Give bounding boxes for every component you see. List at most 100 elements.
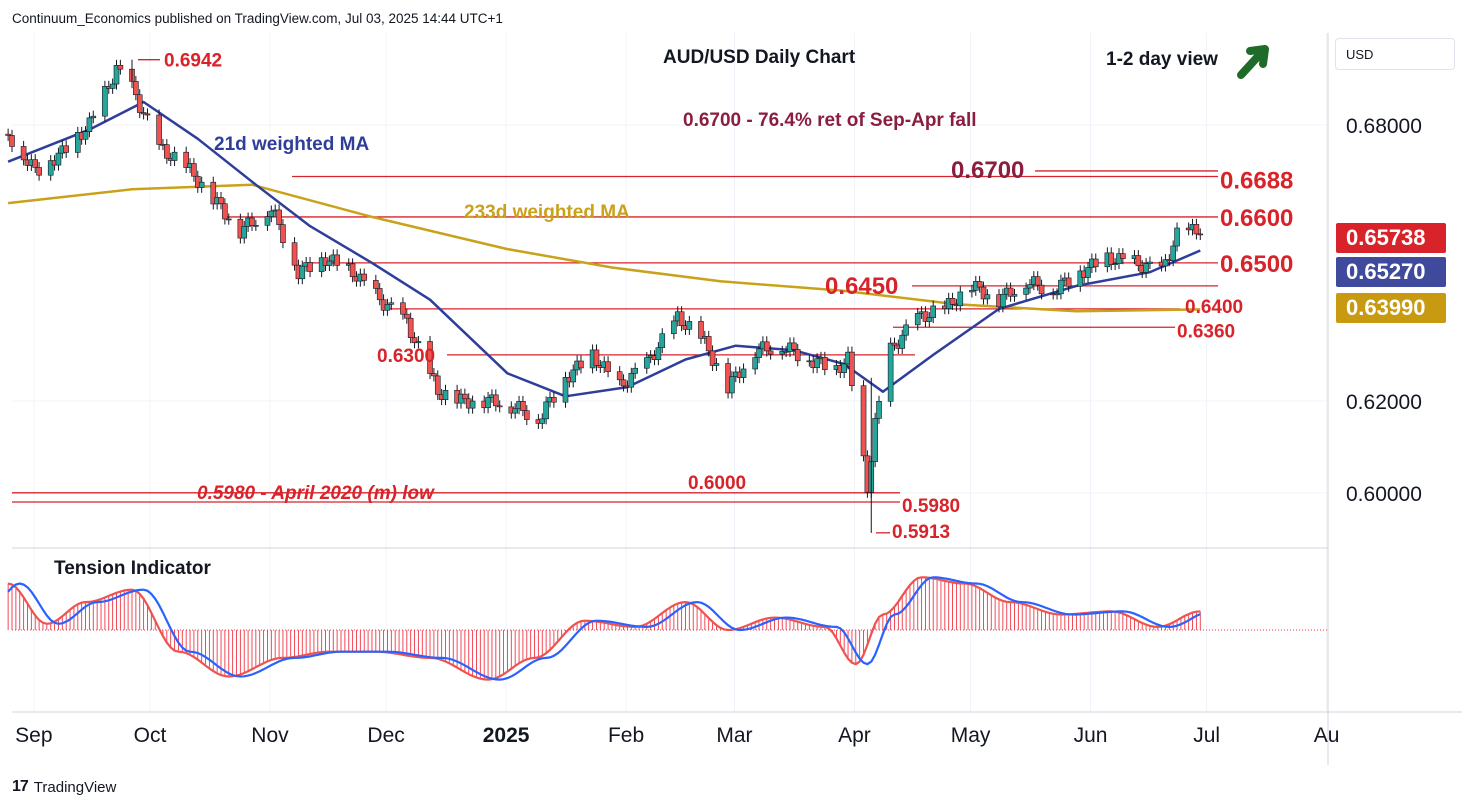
candle-body <box>523 410 530 420</box>
annotation-2020-low: 0.5980 - April 2020 (m) low <box>197 483 435 504</box>
chart-title: AUD/USD Daily Chart <box>663 47 856 68</box>
candle-body <box>605 361 611 372</box>
x-tick-label: Jun <box>1074 724 1108 747</box>
candle-body <box>740 368 747 378</box>
candle-body <box>903 324 909 336</box>
candle-body <box>299 265 306 280</box>
candle-body <box>930 305 937 318</box>
axes: Sep Oct Nov Dec 2025 Feb Mar Apr May Jun Jul Au 0.68… <box>12 33 1462 765</box>
candle-body <box>361 273 368 281</box>
candle-body <box>349 263 356 278</box>
candle-body <box>709 350 716 366</box>
candle-body <box>109 83 116 89</box>
candle-body <box>949 298 956 305</box>
candle-body <box>9 135 15 147</box>
candle-body <box>512 408 518 414</box>
osc-fast-line <box>7 576 1201 681</box>
candle-body <box>729 376 735 394</box>
x-tick-label: Dec <box>367 724 404 747</box>
label-0.6942: 0.6942 <box>164 51 222 72</box>
candle-body <box>752 357 758 370</box>
candle-body <box>1000 293 1006 308</box>
candle-body <box>276 209 282 225</box>
candle-body <box>280 224 286 243</box>
candle-body <box>1034 276 1041 286</box>
tradingview-brand: TradingView <box>33 778 117 796</box>
candle-body <box>493 394 499 407</box>
candle-body <box>593 349 600 366</box>
y-tick-label: 0.60000 <box>1346 483 1422 506</box>
candle-body <box>496 405 503 408</box>
candle-body <box>763 341 770 352</box>
candle-body <box>442 390 449 400</box>
candle-body <box>411 337 418 344</box>
candle-body <box>140 112 147 115</box>
candle-body <box>388 302 395 305</box>
candle-body <box>1054 293 1060 296</box>
label-0.5913: 0.5913 <box>892 522 950 543</box>
candle-body <box>860 385 867 457</box>
y-tick-label: 0.68000 <box>1346 115 1422 138</box>
candle-body <box>485 397 491 409</box>
support-resistance-levels <box>12 59 1218 534</box>
label-0.6000: 0.6000 <box>688 473 746 494</box>
candle-body <box>794 349 801 362</box>
label-0.6688: 0.6688 <box>1220 167 1293 194</box>
candle-body <box>82 131 89 140</box>
candle-body <box>268 210 275 218</box>
candle-body <box>384 304 391 311</box>
x-tick-label: Oct <box>134 724 167 747</box>
label-0.5980: 0.5980 <box>902 496 960 517</box>
candle-body <box>543 401 549 420</box>
candle-body <box>876 401 882 419</box>
candle-body <box>578 360 584 369</box>
ma21-path <box>7 100 1201 398</box>
candle-body <box>1038 284 1045 295</box>
candle-body <box>63 145 69 153</box>
tradingview-logo[interactable]: 17 TradingView <box>12 778 116 796</box>
candle-body <box>783 351 789 353</box>
annotation-retracement: 0.6700 - 76.4% ret of Sep-Apr fall <box>683 110 977 131</box>
candle-body <box>225 218 232 221</box>
currency-selector[interactable]: USD <box>1335 38 1455 70</box>
candle-body <box>249 217 255 226</box>
candle-body <box>36 167 42 176</box>
candle-body <box>1170 245 1176 261</box>
candle-body <box>655 347 662 361</box>
candle-body <box>32 159 39 168</box>
candle-body <box>849 351 855 387</box>
x-tick-label: Au <box>1314 724 1340 747</box>
candle-body <box>926 317 933 322</box>
candle-body <box>55 152 62 166</box>
candle-body <box>462 393 468 400</box>
candle-body <box>400 302 406 315</box>
candle-body <box>822 357 828 370</box>
candle-body <box>980 286 987 300</box>
candle-body <box>1193 224 1200 235</box>
candle-body <box>241 226 248 239</box>
candle-body <box>136 94 143 113</box>
label-0.6700: 0.6700 <box>951 157 1024 184</box>
candle-body <box>891 342 898 346</box>
x-tick-label: 2025 <box>483 724 530 747</box>
label-0.6600: 0.6600 <box>1220 205 1293 232</box>
candle-body <box>1027 284 1033 289</box>
label-0.6400: 0.6400 <box>1185 297 1243 318</box>
candle-body <box>1143 263 1149 273</box>
candle-body <box>922 311 929 322</box>
candle-body <box>1007 287 1014 297</box>
candle-body <box>47 160 54 176</box>
price-badge: 0.65270 <box>1336 257 1446 287</box>
candle-body <box>872 418 878 462</box>
candle-body <box>887 342 894 402</box>
candle-body <box>1174 227 1180 247</box>
candle-body <box>551 397 557 403</box>
candle-body <box>767 350 774 355</box>
ma21-name: 21d weighted MA <box>214 134 369 155</box>
tv-logo-icon: 17 <box>12 778 29 795</box>
candle-body <box>899 334 906 349</box>
candle-body <box>1092 258 1099 268</box>
candle-body <box>562 377 569 403</box>
label-0.6360: 0.6360 <box>1177 321 1235 342</box>
